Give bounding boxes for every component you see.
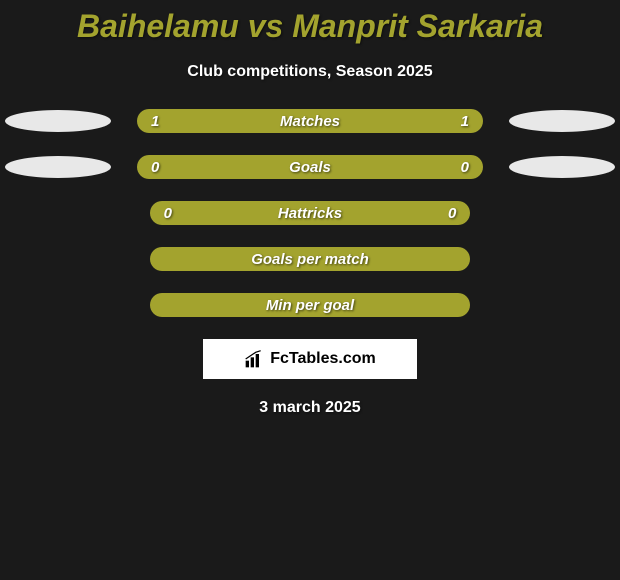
logo-text: FcTables.com	[270, 350, 376, 368]
stat-label: Goals	[289, 159, 331, 176]
stat-left-value: 1	[151, 113, 159, 130]
stat-bar: 0 Goals 0	[137, 155, 483, 179]
stat-bar: 0 Hattricks 0	[150, 201, 471, 225]
stat-row-hattricks: 0 Hattricks 0	[0, 201, 620, 225]
stat-row-mpg: Min per goal	[0, 293, 620, 317]
stat-label: Goals per match	[251, 251, 369, 268]
stat-bar: Min per goal	[150, 293, 471, 317]
date-label: 3 march 2025	[0, 399, 620, 417]
player1-indicator	[5, 110, 111, 132]
stat-label: Hattricks	[278, 205, 342, 222]
stat-label: Min per goal	[266, 297, 354, 314]
page-subtitle: Club competitions, Season 2025	[0, 63, 620, 81]
stat-right-value: 1	[461, 113, 469, 130]
stat-left-value: 0	[151, 159, 159, 176]
stat-label: Matches	[280, 113, 340, 130]
stat-left-value: 0	[164, 205, 172, 222]
player2-indicator	[509, 110, 615, 132]
page-title: Baihelamu vs Manprit Sarkaria	[0, 0, 620, 45]
logo-container: FcTables.com	[0, 339, 620, 379]
stat-row-goals: 0 Goals 0	[0, 155, 620, 179]
player2-indicator	[509, 156, 615, 178]
stats-container: 1 Matches 1 0 Goals 0 0 Hattricks 0 Goal…	[0, 109, 620, 317]
stat-row-matches: 1 Matches 1	[0, 109, 620, 133]
chart-icon	[244, 349, 264, 369]
player1-indicator	[5, 156, 111, 178]
logo-box[interactable]: FcTables.com	[203, 339, 417, 379]
stat-right-value: 0	[461, 159, 469, 176]
stat-bar: Goals per match	[150, 247, 471, 271]
stat-bar: 1 Matches 1	[137, 109, 483, 133]
stat-row-gpm: Goals per match	[0, 247, 620, 271]
stat-right-value: 0	[448, 205, 456, 222]
